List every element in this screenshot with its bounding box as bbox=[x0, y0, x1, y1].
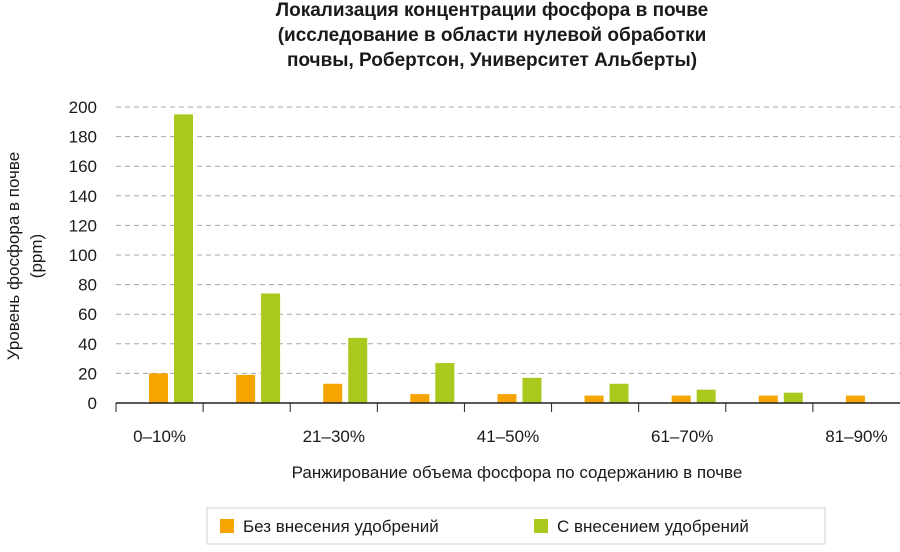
y-tick-label: 40 bbox=[78, 335, 97, 354]
bar-no-fertilizer bbox=[758, 395, 778, 403]
bar-no-fertilizer bbox=[845, 395, 865, 403]
y-tick-label: 200 bbox=[69, 98, 97, 117]
bar-no-fertilizer bbox=[584, 395, 604, 403]
bar-no-fertilizer bbox=[671, 395, 691, 403]
chart-title-line-1: Локализация концентрации фосфора в почве bbox=[276, 0, 708, 21]
y-tick-label: 60 bbox=[78, 305, 97, 324]
legend-frame bbox=[206, 507, 826, 545]
x-axis-ticks: 0–10% 21–30% 41–50% 61–70% 81–90% bbox=[133, 427, 888, 446]
x-tick-label: 41–50% bbox=[477, 427, 539, 446]
bars bbox=[149, 114, 865, 404]
chart-title-line-2: (исследование в области нулевой обработк… bbox=[278, 25, 707, 46]
chart-title: Локализация концентрации фосфора в почве… bbox=[276, 0, 708, 71]
bar-with-fertilizer bbox=[174, 114, 193, 404]
chart-title-line-3: почвы, Робертсон, Университет Альберты) bbox=[287, 50, 697, 71]
y-axis-label-line-2: (ppm) bbox=[27, 234, 46, 278]
bar-with-fertilizer bbox=[609, 383, 629, 403]
x-tick-label: 21–30% bbox=[303, 427, 365, 446]
bar-with-fertilizer bbox=[783, 392, 803, 403]
legend: Без внесения удобрений С внесением удобр… bbox=[206, 507, 826, 545]
bar-no-fertilizer bbox=[323, 383, 343, 403]
x-tick-label: 81–90% bbox=[825, 427, 887, 446]
y-axis-label: Уровень фосфора в почве (ppm) bbox=[4, 152, 46, 360]
y-tick-label: 120 bbox=[69, 216, 97, 235]
legend-label-with-fertilizer: С внесением удобрений bbox=[557, 517, 749, 536]
y-tick-label: 100 bbox=[69, 246, 97, 265]
legend-swatch-with-fertilizer bbox=[534, 519, 548, 533]
bar-no-fertilizer bbox=[497, 394, 517, 403]
x-tick-label: 61–70% bbox=[651, 427, 713, 446]
x-axis bbox=[115, 402, 900, 412]
bar-with-fertilizer bbox=[261, 293, 281, 403]
x-tick-label: 0–10% bbox=[133, 427, 186, 446]
x-axis-label: Ранжирование объема фосфора по содержани… bbox=[292, 463, 743, 482]
bar-no-fertilizer bbox=[410, 394, 430, 403]
bar-no-fertilizer bbox=[236, 374, 256, 403]
bar-with-fertilizer bbox=[696, 389, 716, 403]
y-axis-label-line-1: Уровень фосфора в почве bbox=[4, 152, 23, 360]
y-tick-label: 20 bbox=[78, 364, 97, 383]
y-tick-label: 140 bbox=[69, 187, 97, 206]
legend-label-no-fertilizer: Без внесения удобрений bbox=[243, 517, 439, 536]
y-tick-label: 0 bbox=[88, 394, 97, 413]
bar-with-fertilizer bbox=[522, 377, 542, 403]
bar-with-fertilizer bbox=[348, 337, 368, 403]
bar-with-fertilizer bbox=[435, 363, 455, 403]
y-tick-label: 80 bbox=[78, 276, 97, 295]
y-axis-ticks: 0 20 40 60 80 100 120 140 160 180 200 bbox=[69, 98, 97, 413]
legend-swatch-no-fertilizer bbox=[220, 519, 234, 533]
y-tick-label: 160 bbox=[69, 157, 97, 176]
y-tick-label: 180 bbox=[69, 128, 97, 147]
gridlines bbox=[116, 106, 900, 374]
bar-no-fertilizer bbox=[149, 373, 168, 403]
